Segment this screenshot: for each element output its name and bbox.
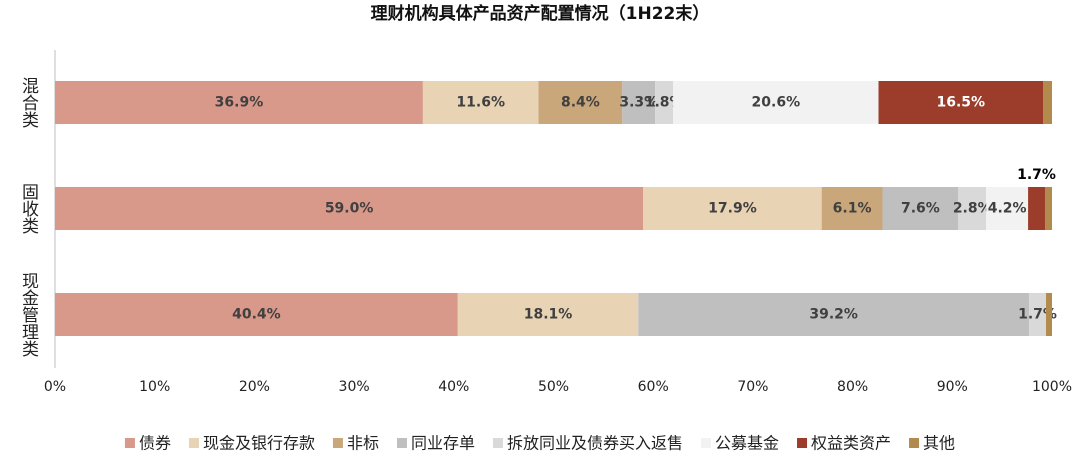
bar-segment [882, 187, 959, 230]
legend-label: 非标 [347, 434, 379, 453]
bar-segment [958, 187, 987, 230]
data-label: 6.1% [833, 201, 872, 217]
bar-segment [55, 293, 458, 336]
x-tick-label: 90% [937, 379, 968, 395]
bar-segment [55, 81, 423, 124]
bar-segment [622, 81, 656, 124]
legend-swatch [332, 438, 343, 448]
legend-label: 现金及银行存款 [203, 434, 315, 453]
legend-swatch [909, 438, 920, 448]
legend-label: 同业存单 [411, 434, 475, 453]
legend-swatch [396, 438, 407, 448]
x-tick-label: 0% [44, 379, 66, 395]
bar-segment [673, 81, 879, 124]
x-tick-label: 10% [139, 379, 170, 395]
bar-segment [422, 81, 539, 124]
data-label: 8.4% [561, 95, 600, 111]
x-tick-label: 80% [837, 379, 868, 395]
x-tick-label: 50% [538, 379, 569, 395]
data-label: 18.1% [524, 307, 573, 323]
x-tick-label: 60% [638, 379, 669, 395]
data-label: 7.6% [901, 201, 940, 217]
bar-segment [821, 187, 883, 230]
legend-label: 拆放同业及债券买入返售 [507, 434, 683, 453]
legend-swatch [797, 438, 808, 448]
chart-title: 理财机构具体产品资产配置情况（1H22末） [371, 3, 710, 24]
bar-segment [878, 81, 1044, 124]
legend-swatch [701, 438, 712, 448]
legend-swatch [493, 438, 503, 448]
bar-segment [538, 81, 623, 124]
x-tick-label: 30% [339, 379, 370, 395]
legend-swatch [188, 438, 199, 448]
data-label: 36.9% [215, 95, 264, 111]
data-label: 17.9% [708, 201, 757, 217]
legend-label: 其他 [923, 434, 955, 453]
legend-swatch [124, 438, 135, 448]
data-label: 11.6% [456, 95, 505, 111]
category-label: 混合类 [18, 77, 39, 128]
bar-segment [457, 293, 639, 336]
legend-label: 公募基金 [715, 434, 779, 453]
x-tick-label: 100% [1032, 379, 1072, 395]
category-label: 固收类 [18, 183, 39, 234]
category-label: 现金管理类 [18, 272, 39, 357]
bar-segment [1029, 293, 1047, 336]
data-label: 16.5% [936, 95, 985, 111]
data-label: 3.3% [619, 95, 658, 111]
data-label: 20.6% [752, 95, 801, 111]
legend-label: 权益类资产 [811, 434, 891, 453]
data-label: 59.0% [325, 201, 374, 217]
bar-segment [655, 81, 674, 124]
x-tick-label: 40% [438, 379, 469, 395]
data-label: 2.8% [953, 201, 992, 217]
data-label: 40.4% [232, 307, 281, 323]
legend-label: 债券 [139, 434, 171, 453]
bar-segment [55, 187, 644, 230]
data-label: 4.2% [988, 201, 1027, 217]
bar-segment [638, 293, 1030, 336]
x-tick-label: 20% [239, 379, 270, 395]
bar-segment [643, 187, 822, 230]
x-tick-label: 70% [737, 379, 768, 395]
bar-segment [1043, 81, 1052, 124]
data-label: 39.2% [809, 307, 858, 323]
bar-segment [986, 187, 1029, 230]
data-label: 1.7% [1017, 167, 1056, 183]
bar-segment [1028, 187, 1046, 230]
bar-segment [1046, 293, 1052, 336]
bar-segment [1045, 187, 1052, 230]
